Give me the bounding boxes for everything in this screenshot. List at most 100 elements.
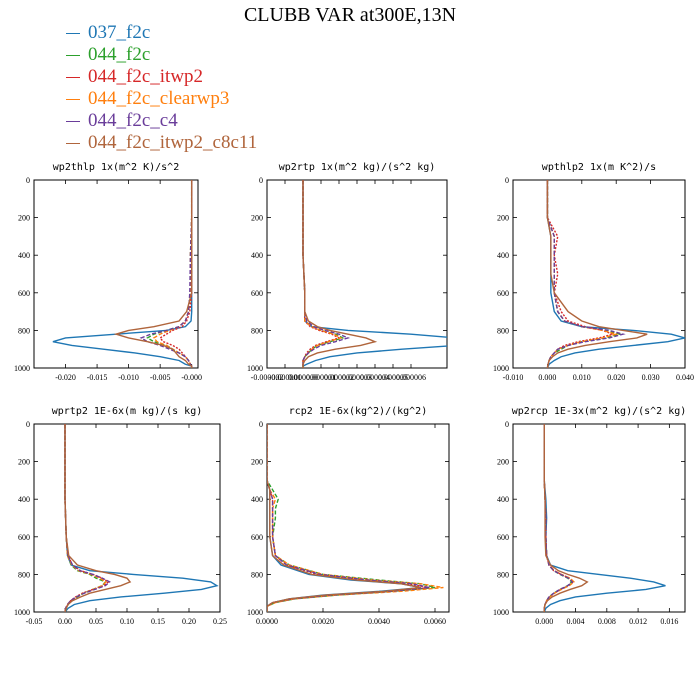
subplot-title: rcp2 1E-6x(kg^2)/(kg^2)	[289, 406, 427, 417]
x-tick-label: 0.000001	[306, 373, 336, 382]
legend-swatch	[66, 98, 80, 100]
x-tick-label: -0.010	[503, 373, 524, 382]
x-tick-label: 0.10	[120, 617, 134, 626]
series-line	[267, 424, 422, 612]
legend-entry: 044_f2c_itwp2	[66, 66, 257, 88]
main-title: CLUBB VAR at300E,13N	[243, 4, 457, 26]
x-tick-label: -0.020	[55, 373, 76, 382]
plot-frame	[512, 423, 686, 613]
legend-swatch	[66, 32, 80, 34]
subplot: wp2thlp 1x(m^2 K)/s^2 0 200 400 600 800 1000 -0…	[14, 162, 202, 382]
x-tick-label: 0.010	[573, 373, 591, 382]
series-line	[152, 180, 193, 368]
series-line	[64, 424, 108, 612]
x-tick-label: 0.25	[213, 617, 227, 626]
x-tick-label: 0.20	[182, 617, 196, 626]
legend-entry: 044_f2c_c4	[66, 110, 257, 132]
series-line	[64, 424, 219, 612]
series-line	[543, 424, 573, 612]
y-tick-label: 400	[497, 251, 509, 260]
y-tick-label: 800	[251, 570, 263, 579]
series-line	[52, 180, 193, 368]
y-tick-label: 600	[497, 533, 509, 542]
y-tick-label: 1000	[14, 364, 30, 373]
x-tick-label: 0.15	[151, 617, 165, 626]
subplot-title: wp2rtp 1x(m^2 kg)/(s^2 kg)	[279, 162, 436, 173]
x-tick-label: 0.008	[598, 617, 616, 626]
y-tick-label: 800	[251, 326, 263, 335]
series-line	[546, 180, 626, 368]
x-tick-label: 0.000002	[324, 373, 354, 382]
plot-frame	[266, 179, 448, 369]
series-line	[302, 180, 345, 368]
subplot-title: wp2thlp 1x(m^2 K)/s^2	[53, 162, 179, 173]
legend-entry: 044_f2c_itwp2_c8c11	[66, 132, 257, 154]
series-line	[543, 424, 575, 612]
y-tick-label: 400	[497, 495, 509, 504]
legend-entry: 037_f2c	[66, 22, 257, 44]
y-tick-label: 200	[18, 214, 30, 223]
x-tick-label: 0.040	[676, 373, 694, 382]
x-tick-label: 0.0060	[424, 617, 446, 626]
series-line	[543, 424, 589, 612]
legend-label: 044_f2c_c4	[88, 110, 178, 131]
x-tick-label: -0.010	[118, 373, 139, 382]
legend-label: 044_f2c_clearwp3	[88, 88, 230, 109]
y-tick-label: 800	[497, 326, 509, 335]
y-tick-label: 400	[18, 495, 30, 504]
x-tick-label: 0.05	[89, 617, 103, 626]
x-tick-label: 0.004	[567, 617, 585, 626]
x-tick-label: -0.000001	[269, 373, 302, 382]
x-tick-label: -0.000002	[251, 373, 284, 382]
y-tick-label: 400	[251, 495, 263, 504]
series-line	[113, 180, 193, 368]
y-tick-label: 800	[18, 326, 30, 335]
y-tick-label: 200	[251, 214, 263, 223]
x-tick-label: 0.016	[660, 617, 678, 626]
legend-entry: 044_f2c_clearwp3	[66, 88, 257, 110]
y-tick-label: 200	[497, 458, 509, 467]
x-tick-label: -0.05	[26, 617, 43, 626]
y-tick-label: 1000	[247, 364, 263, 373]
series-line	[159, 180, 193, 368]
subplot-title: wpthlp2 1x(m K^2)/s	[542, 162, 656, 173]
plot-frame	[266, 423, 450, 613]
y-tick-label: 1000	[493, 364, 509, 373]
y-tick-label: 1000	[14, 608, 30, 617]
legend-label: 044_f2c	[88, 44, 151, 65]
plot-frame	[33, 179, 199, 369]
y-tick-label: 0	[259, 176, 263, 185]
x-tick-label: -0.015	[87, 373, 108, 382]
x-tick-label: 0.012	[629, 617, 647, 626]
x-tick-label: -0.005	[150, 373, 171, 382]
x-tick-label: 0.000003	[342, 373, 372, 382]
y-tick-label: 200	[251, 458, 263, 467]
series-line	[546, 180, 623, 368]
x-tick-label: 0.020	[607, 373, 625, 382]
subplot-title: wprtp2 1E-6x(m kg)/(s kg)	[52, 406, 203, 417]
x-tick-label: 0.000000	[288, 373, 318, 382]
series-line	[302, 180, 351, 368]
legend-swatch	[66, 76, 80, 78]
y-tick-label: 600	[18, 289, 30, 298]
legend-swatch	[66, 142, 80, 144]
y-tick-label: 600	[18, 533, 30, 542]
y-tick-label: 400	[18, 251, 30, 260]
x-tick-label: 0.000006	[396, 373, 426, 382]
series-line	[546, 180, 685, 368]
x-tick-label: 0.030	[642, 373, 660, 382]
x-tick-label: 0.000004	[360, 373, 390, 382]
x-tick-label: 0.000005	[378, 373, 408, 382]
legend-label: 044_f2c_itwp2	[88, 66, 204, 87]
series-line	[546, 180, 616, 368]
legend-swatch	[66, 54, 80, 56]
y-tick-label: 600	[251, 289, 263, 298]
legend: 037_f2c 044_f2c 044_f2c_itwp2 044_f2c_clear…	[66, 22, 257, 154]
subplot: wpthlp2 1x(m K^2)/s 0 200 400 600 800 1000-0.0…	[493, 162, 694, 382]
x-tick-label: 0.0040	[368, 617, 390, 626]
y-tick-label: 200	[18, 458, 30, 467]
x-tick-label: 0.000	[538, 373, 556, 382]
y-tick-label: 600	[251, 533, 263, 542]
legend-label: 037_f2c	[88, 22, 151, 43]
